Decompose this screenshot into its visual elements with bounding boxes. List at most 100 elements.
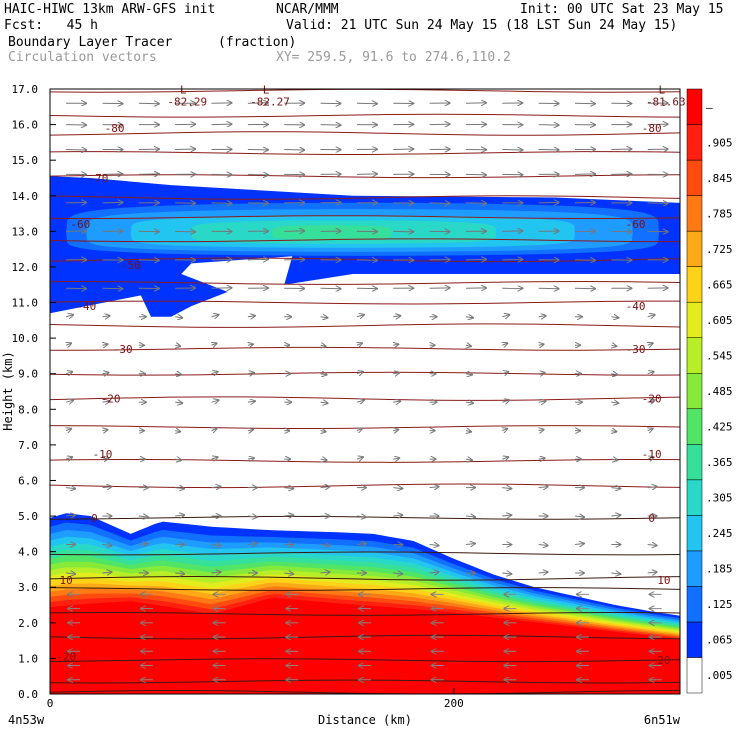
wind-vector (175, 345, 180, 346)
colorbar-swatch (686, 195, 703, 232)
isotherm-label: -20 (642, 393, 662, 406)
wind-vector (538, 373, 545, 374)
wind-vector (393, 401, 400, 402)
isotherm-label: -50 (121, 259, 141, 272)
low-marker: L (180, 84, 187, 97)
colorbar-label: .545 (706, 349, 733, 362)
y-tick-label: 4.0 (18, 546, 38, 559)
isotherm-label: -80 (642, 122, 662, 135)
init-time: Init: 00 UTC Sat 23 May 15 (520, 2, 724, 17)
wind-vector (611, 317, 618, 318)
field-units: (fraction) (218, 35, 297, 50)
wind-vector (611, 488, 620, 489)
isotherm-label: -10 (642, 448, 662, 461)
colorbar-label: .005 (706, 669, 733, 682)
wind-vector (611, 459, 617, 460)
wind-vector (538, 401, 546, 402)
wind-vector (356, 372, 363, 374)
x-axis-label: Distance (km) (318, 713, 412, 727)
colorbar-label: .905 (706, 136, 733, 149)
isotherm-line (50, 89, 680, 93)
wind-vector (647, 315, 655, 317)
isotherm-line (50, 300, 680, 305)
cross-section-coords: XY= 259.5, 91.6 to 274.6,110.2 (276, 50, 511, 65)
y-tick-label: 16.0 (12, 119, 39, 132)
wind-vector (284, 515, 293, 516)
low-value: -82.29 (167, 96, 207, 109)
y-tick-label: 14.0 (12, 190, 39, 203)
y-tick-label: 10.0 (12, 332, 39, 345)
wind-vector (648, 343, 653, 345)
wind-vector (65, 372, 72, 374)
colorbar-label: .785 (706, 207, 733, 220)
low-value: -81.63 (646, 96, 686, 109)
y-tick-label: 3.0 (18, 581, 38, 594)
wind-vector (284, 573, 293, 574)
y-tick-label: 6.0 (18, 474, 38, 487)
colorbar-swatch (686, 337, 703, 374)
wind-vector (647, 572, 657, 573)
wind-vector (211, 315, 219, 317)
wind-vector (175, 459, 181, 460)
wind-vector (102, 373, 109, 374)
wind-vector (574, 516, 584, 517)
wind-vector (211, 572, 221, 573)
wind-vector (393, 373, 399, 374)
colorbar-label: .425 (706, 421, 733, 434)
isotherm-label: -30 (113, 343, 133, 356)
colorbar-swatch (686, 621, 703, 658)
wind-vector (539, 430, 544, 431)
x-tick-label: 200 (444, 697, 464, 710)
isotherm-line (50, 612, 680, 616)
forecast-hour: Fcst: 45 h (4, 18, 98, 33)
isotherm-label: -10 (93, 448, 113, 461)
isotherm-line (50, 195, 680, 200)
wind-vector (175, 431, 180, 432)
wind-vector (357, 343, 362, 345)
isotherm-label: 0 (91, 512, 98, 525)
wind-vector (502, 573, 511, 574)
wind-vector (247, 401, 255, 402)
low-marker: L (263, 84, 270, 97)
isotherm-label: -60 (626, 218, 646, 231)
isotherm-line (50, 425, 680, 429)
wind-vector (539, 344, 544, 345)
wind-vector (320, 317, 328, 318)
wind-vector (502, 400, 509, 402)
isotherm-line (50, 371, 680, 376)
colorbar-swatch (686, 408, 703, 445)
isotherm-label: -60 (70, 218, 90, 231)
colorbar-swatch (686, 444, 703, 481)
wind-vector (138, 544, 148, 545)
wind-vector (175, 515, 184, 516)
wind-vector (429, 545, 439, 546)
colorbar-swatch (686, 515, 703, 552)
wind-vector (175, 317, 182, 318)
isotherm-line (50, 483, 680, 489)
isotherm-line (50, 174, 680, 179)
colorbar-label: .185 (706, 563, 733, 576)
colorbar-swatch (686, 550, 703, 587)
wind-vector (393, 430, 398, 431)
isotherm-label: -20 (101, 393, 121, 406)
wind-vector (465, 374, 472, 375)
wind-vector (66, 400, 73, 402)
wind-vector (65, 457, 72, 459)
y-tick-label: 17.0 (12, 83, 39, 96)
isotherm-line (50, 151, 680, 155)
organization-label: NCAR/MMM (276, 2, 339, 17)
wind-vector (320, 487, 330, 488)
isotherm-label: -40 (626, 300, 646, 313)
wind-vector (356, 315, 364, 317)
wind-vector (393, 344, 398, 345)
wind-vector (429, 572, 439, 573)
isotherm-line (50, 113, 680, 118)
wind-vector (611, 402, 618, 403)
y-tick-label: 12.0 (12, 261, 39, 274)
isotherm-line (50, 458, 680, 463)
wind-vector (321, 345, 326, 346)
wind-vector (103, 430, 108, 431)
wind-vector (647, 545, 657, 546)
isotherm-line (50, 634, 680, 640)
wind-vector (138, 516, 148, 517)
